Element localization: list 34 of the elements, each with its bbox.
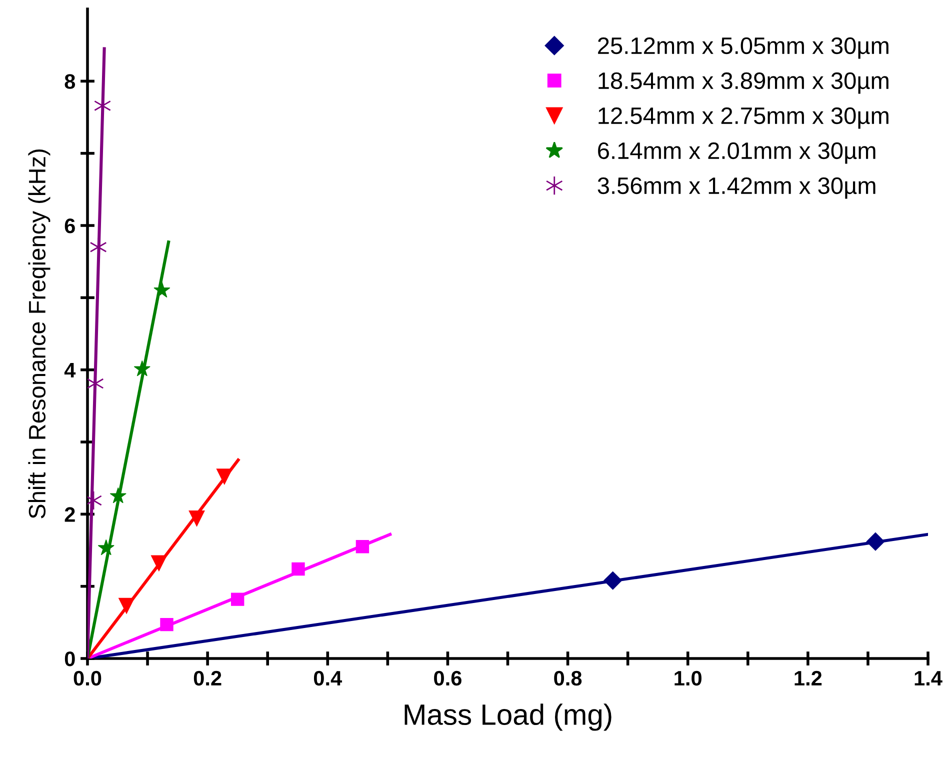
x-tick-label: 0.0 xyxy=(74,670,102,686)
point xyxy=(150,555,167,572)
legend-label: 6.14mm x 2.01mm x 30µm xyxy=(598,142,876,164)
legend-label: 25.12mm x 5.05mm x 30µm xyxy=(598,37,888,59)
legend-label: 12.54mm x 2.75mm x 30µm xyxy=(598,107,888,129)
point xyxy=(292,562,305,576)
x-axis-title: Mass Load (mg) xyxy=(404,704,612,731)
point xyxy=(866,532,885,551)
x-tick-label: 1.4 xyxy=(914,671,942,686)
point xyxy=(110,487,126,504)
point xyxy=(604,571,622,590)
point xyxy=(356,540,370,554)
x-tick-label: 0.4 xyxy=(314,670,342,686)
x-tick-label: 0.8 xyxy=(554,670,582,686)
legend-label: 3.56mm x 1.42mm x 30µm xyxy=(598,177,876,199)
point xyxy=(134,360,150,376)
point xyxy=(154,282,170,298)
y-tick-label: 8 xyxy=(64,74,76,89)
point xyxy=(230,592,244,606)
y-axis-title: Shift in Resonance Freqiency (kHz) xyxy=(28,150,50,518)
y-tick-label: 2 xyxy=(64,507,75,522)
point xyxy=(98,539,114,556)
point xyxy=(160,618,174,632)
y-tick-label: 6 xyxy=(64,218,75,234)
y-tick-label: 4 xyxy=(64,363,76,378)
point xyxy=(216,468,232,485)
y-tick-label: 0 xyxy=(64,652,75,666)
point xyxy=(188,510,205,526)
legend-label: 18.54mm x 3.89mm x 30µm xyxy=(598,72,888,94)
x-tick-label: 0.2 xyxy=(194,670,222,686)
x-tick-label: 1.2 xyxy=(794,670,822,686)
x-tick-label: 0.6 xyxy=(434,670,462,686)
x-tick-label: 1.0 xyxy=(674,670,702,686)
point xyxy=(118,598,135,614)
